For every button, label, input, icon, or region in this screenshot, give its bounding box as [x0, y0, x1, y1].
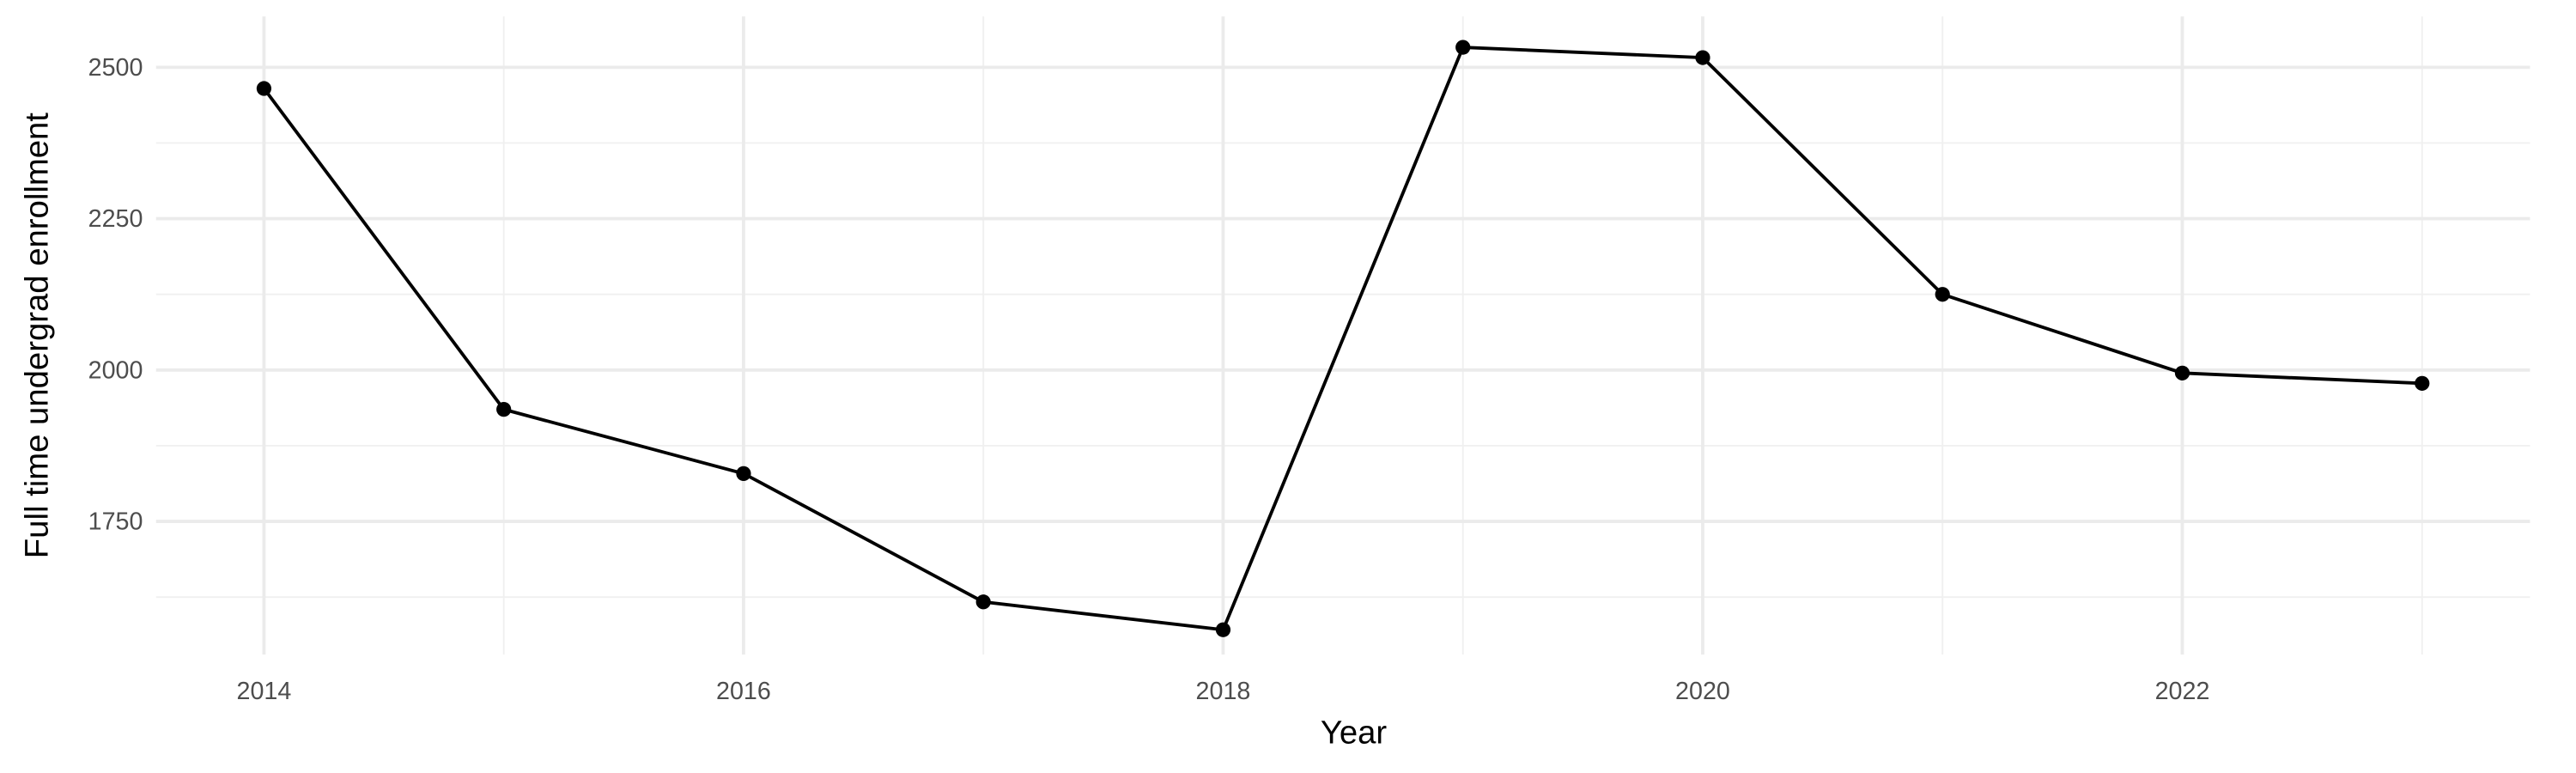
- y-tick-label: 2250: [88, 205, 143, 233]
- x-tick-label: 2022: [2155, 678, 2210, 705]
- point: [2174, 365, 2190, 380]
- point: [496, 402, 512, 417]
- y-tick-label: 2000: [88, 356, 143, 384]
- x-tick-label: 2016: [716, 678, 771, 705]
- point: [975, 594, 991, 610]
- x-axis-title: Year: [1321, 715, 1388, 752]
- y-axis-title: Full time undergrad enrollment: [18, 113, 55, 559]
- point: [1695, 50, 1710, 65]
- point: [1935, 287, 1950, 302]
- point: [2415, 375, 2430, 391]
- line: [262, 46, 2422, 632]
- x-tick-label: 2014: [237, 678, 292, 705]
- point: [256, 81, 272, 96]
- point: [736, 466, 751, 481]
- y-tick-label: 2500: [88, 54, 143, 82]
- point: [1455, 40, 1471, 55]
- x-tick-label: 2018: [1196, 678, 1251, 705]
- x-tick-label: 2020: [1675, 678, 1730, 705]
- y-tick-label: 1750: [88, 508, 143, 536]
- point: [1215, 622, 1231, 637]
